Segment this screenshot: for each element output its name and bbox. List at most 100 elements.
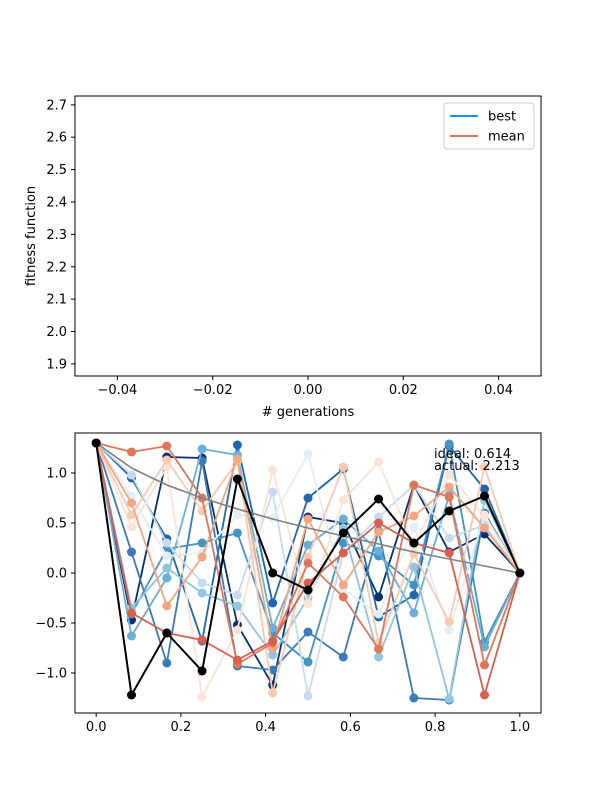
population-8-point <box>232 510 242 520</box>
best-path-point <box>162 628 172 638</box>
best-path-point <box>374 494 384 504</box>
top-y-tick-label: 1.9 <box>46 357 67 372</box>
population-12-point <box>338 592 348 602</box>
population-12-point <box>127 447 136 457</box>
population-13-point <box>480 690 489 700</box>
bottom-plot-area <box>91 438 525 705</box>
population-5-point <box>268 623 278 633</box>
bottom-y-tick-label: 0.0 <box>46 567 67 582</box>
population-7-point <box>162 538 172 548</box>
population-9-point <box>444 470 454 480</box>
population-2-point <box>232 440 242 450</box>
population-8-point <box>444 625 454 635</box>
population-12-point <box>303 558 313 568</box>
bottom-x-tick-label: 0.8 <box>425 720 446 735</box>
population-13-point <box>232 655 242 665</box>
top-y-tick: 2.1 <box>46 293 75 308</box>
population-3-point <box>303 627 313 637</box>
population-3-point <box>162 658 172 668</box>
population-4-point <box>197 538 207 548</box>
top-y-tick: 2.6 <box>46 131 75 146</box>
population-6-point <box>409 562 419 572</box>
population-12-point <box>374 644 384 654</box>
top-y-tick-label: 2.6 <box>46 131 67 146</box>
population-9-point <box>232 625 242 635</box>
population-13-point <box>268 636 278 646</box>
population-12-point <box>409 480 419 490</box>
population-8-point <box>303 449 313 459</box>
population-11-point <box>303 514 313 524</box>
bottom-x-tick: 0.8 <box>425 713 446 735</box>
population-12-point <box>162 441 172 451</box>
ideal-curve-line <box>95 442 520 574</box>
best-path-point <box>480 491 489 501</box>
population-7-point <box>197 578 207 588</box>
bottom-y-tick-label: −1.0 <box>35 667 67 682</box>
population-10-point <box>127 510 136 520</box>
legend-label-best: best <box>488 110 516 125</box>
population-13-point <box>127 608 136 618</box>
bottom-x-tick-label: 0.6 <box>340 720 361 735</box>
population-7-point <box>444 533 454 543</box>
population-5-point <box>480 642 489 652</box>
top-x-tick-label: −0.04 <box>97 383 137 398</box>
top-x-tick-label: 0.02 <box>389 383 418 398</box>
population-6-point <box>444 694 454 704</box>
best-path-point <box>338 528 348 538</box>
population-7-point <box>232 590 242 600</box>
top-y-tick-label: 2.1 <box>46 293 67 308</box>
bottom-chart: 0.0 0.2 0.4 0.6 0.8 1.0 <box>35 432 542 735</box>
population-9-point <box>480 511 489 521</box>
bottom-y-tick: 0.5 <box>46 517 75 532</box>
population-13-point <box>444 548 454 558</box>
top-x-tick-label: −0.02 <box>193 383 233 398</box>
population-10-point <box>480 462 489 472</box>
population-9-point <box>338 495 348 505</box>
population-11-point <box>480 523 489 533</box>
top-y-tick-label: 2.0 <box>46 325 67 340</box>
legend: best mean <box>443 102 535 150</box>
population-8-point <box>374 609 384 619</box>
top-y-ticks: 1.9 2.0 2.1 2.2 2.3 2.4 <box>46 98 75 372</box>
population-7-point <box>127 470 136 480</box>
population-13-point <box>374 518 384 528</box>
population-3-point <box>409 693 419 703</box>
bottom-x-tick-label: 0.2 <box>171 720 192 735</box>
population-7-point <box>303 691 313 701</box>
top-y-tick: 2.3 <box>46 228 75 243</box>
population-6-point <box>162 563 172 573</box>
population-10-point <box>268 688 278 698</box>
bottom-x-tick-label: 0.0 <box>86 720 107 735</box>
population-9-point <box>303 599 313 609</box>
top-x-tick: 0.04 <box>484 376 513 398</box>
population-12-point <box>480 660 489 670</box>
bottom-y-tick-label: −0.5 <box>35 617 67 632</box>
population-13-point <box>338 548 348 558</box>
actual-annotation: actual: 2.213 <box>434 459 520 474</box>
population-9-point <box>197 692 207 702</box>
population-4-point <box>444 439 454 449</box>
population-10-point <box>162 455 172 465</box>
population-10-point <box>338 462 348 472</box>
population-2-point <box>480 484 489 494</box>
top-chart: −0.04 −0.02 0.00 0.02 0.04 1.9 <box>24 95 542 420</box>
population-10-point <box>444 617 454 627</box>
best-path-point <box>232 474 242 484</box>
ideal-annotation: ideal: 0.614 <box>434 447 511 462</box>
population-11-point <box>374 527 384 537</box>
top-x-axis-label: # generations <box>262 405 355 420</box>
population-5-point <box>303 540 313 550</box>
bottom-y-tick-label: 1.0 <box>46 467 67 482</box>
top-x-tick: −0.02 <box>193 376 233 398</box>
population-11-point <box>338 580 348 590</box>
best-path-point <box>409 538 419 548</box>
bottom-x-tick: 0.6 <box>340 713 361 735</box>
legend-label-mean: mean <box>488 130 525 145</box>
population-6-point <box>268 650 278 660</box>
population-5-point <box>409 608 419 618</box>
top-y-axis-label: fitness function <box>24 186 39 286</box>
best-path-point <box>444 506 454 516</box>
population-4-point <box>338 538 348 548</box>
population-11-point <box>197 552 207 562</box>
bottom-x-tick-label: 0.4 <box>255 720 276 735</box>
